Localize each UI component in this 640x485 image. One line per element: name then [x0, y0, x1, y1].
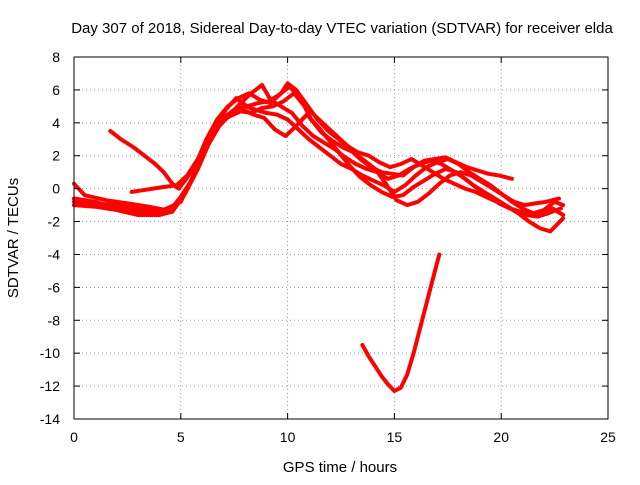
y-tick-label: -8 — [48, 312, 61, 328]
y-tick-label: -2 — [48, 214, 61, 230]
y-axis-title: SDTVAR / TECUs — [5, 178, 22, 298]
chart-title: Day 307 of 2018, Sidereal Day-to-day VTE… — [71, 20, 613, 37]
y-tick-label: -6 — [48, 279, 61, 295]
data-series — [72, 81, 566, 393]
y-tick-label: -4 — [48, 246, 61, 262]
x-tick-label: 15 — [387, 429, 403, 445]
x-tick-label: 20 — [493, 429, 509, 445]
series-line-pass-g — [360, 252, 442, 393]
series-line-pass-f — [129, 91, 566, 234]
y-tick-label: -12 — [40, 378, 60, 394]
y-tick-label: -14 — [40, 411, 60, 427]
x-axis-title: GPS time / hours — [283, 459, 397, 476]
x-tick-label: 5 — [177, 429, 185, 445]
y-tick-label: 4 — [52, 115, 60, 131]
y-tick-label: 2 — [52, 148, 60, 164]
grid-lines — [74, 57, 608, 419]
x-tick-label: 10 — [280, 429, 296, 445]
plot-frame — [73, 56, 609, 420]
y-tick-label: 8 — [52, 49, 60, 65]
x-tick-label: 0 — [70, 429, 78, 445]
x-tick-label: 25 — [600, 429, 616, 445]
y-tick-label: -10 — [40, 345, 60, 361]
y-tick-label: 0 — [52, 181, 60, 197]
y-tick-label: 6 — [52, 82, 60, 98]
axis-ticks: 0 5 10 15 20 25 -14 -12 -10 -8 -6 -4 -2 0 2 4 6 8 — [40, 49, 616, 445]
